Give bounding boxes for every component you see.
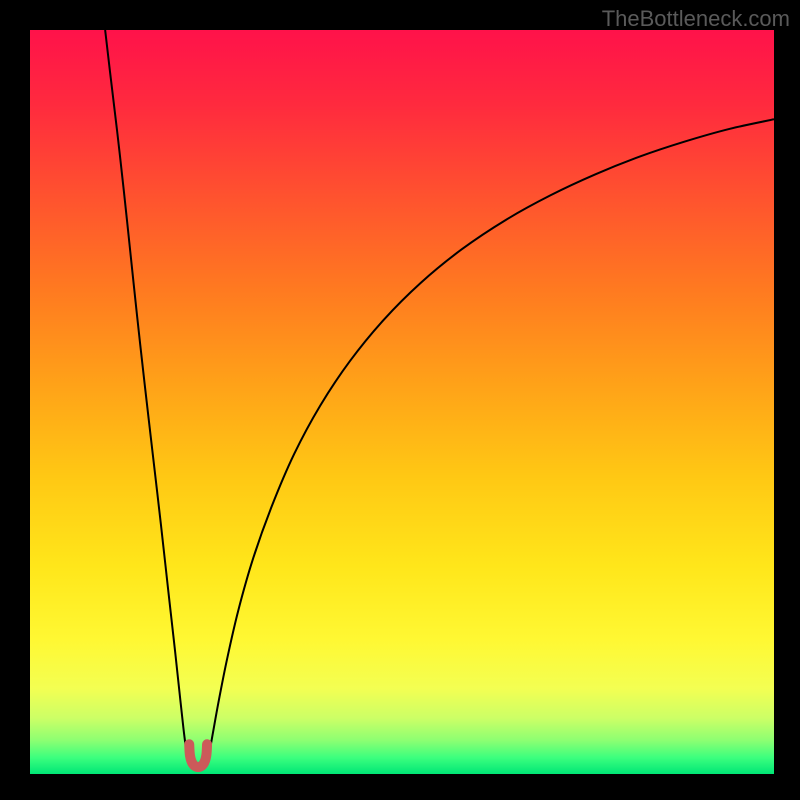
bottleneck-curve <box>30 30 774 774</box>
watermark-text: TheBottleneck.com <box>602 6 790 32</box>
curve-left-branch <box>105 30 189 765</box>
valley-marker <box>189 744 207 767</box>
outer-frame <box>0 0 800 800</box>
plot-area <box>30 30 774 774</box>
curve-right-branch <box>207 119 774 765</box>
